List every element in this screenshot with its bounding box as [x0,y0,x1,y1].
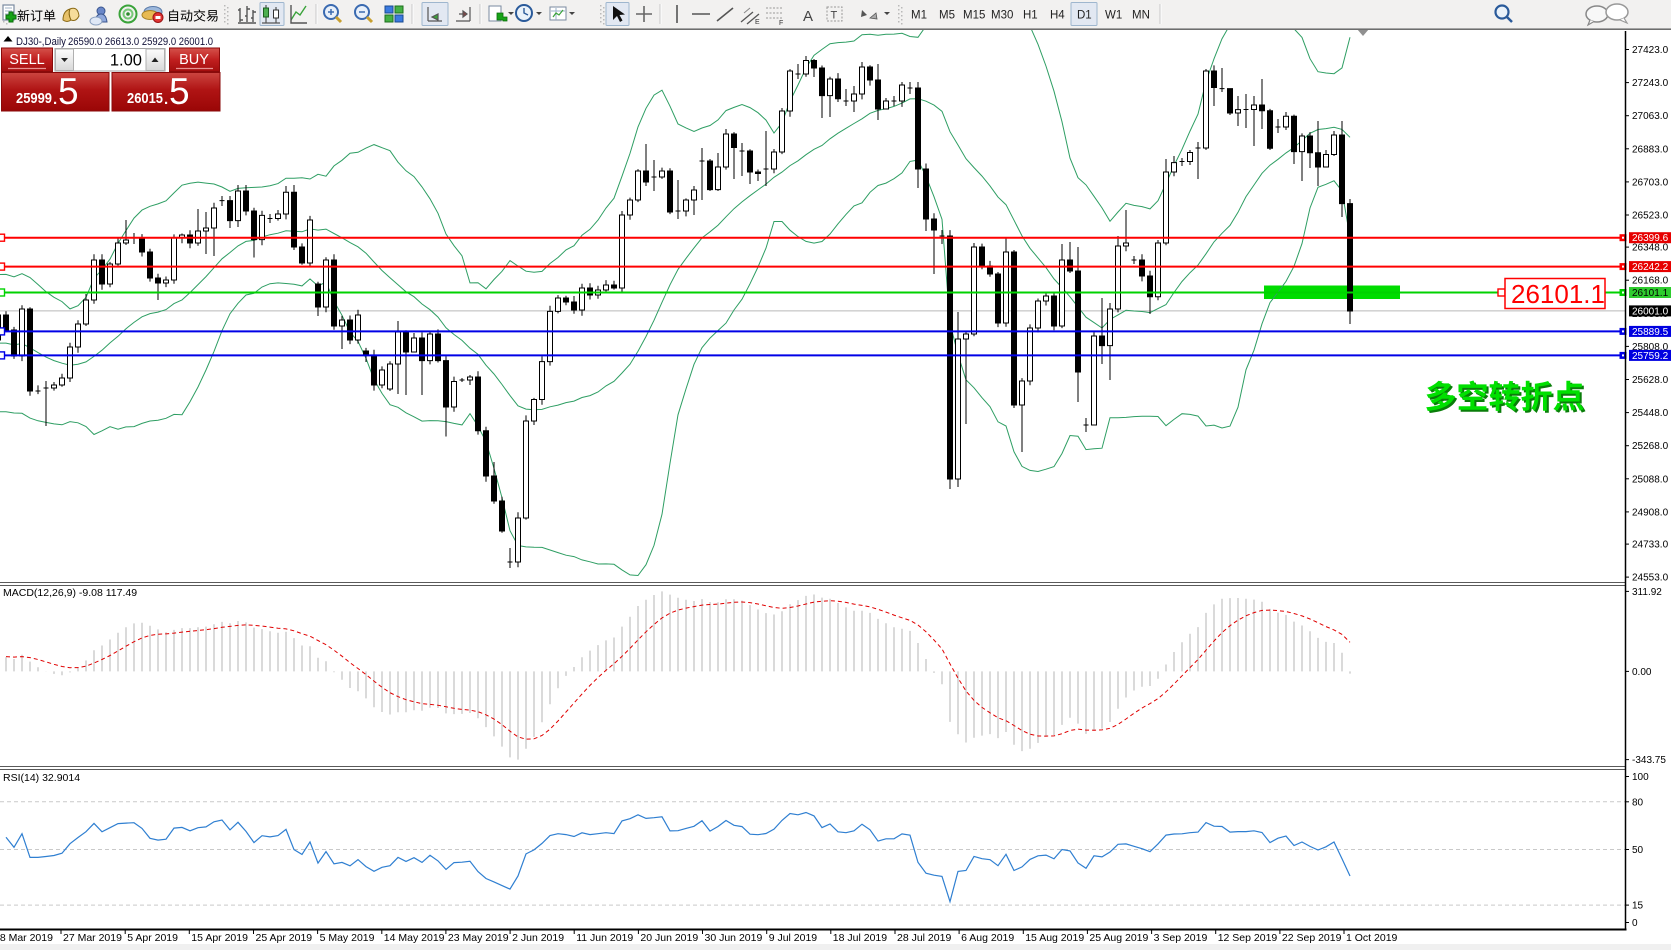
svg-text:MN: MN [1132,10,1150,22]
svg-text:80: 80 [1632,797,1644,808]
svg-text:25889.5: 25889.5 [1632,327,1669,338]
svg-text:T: T [831,10,838,22]
svg-text:26883.0: 26883.0 [1632,144,1669,155]
svg-text:28 Jul 2019: 28 Jul 2019 [897,932,951,944]
svg-text:15: 15 [1632,901,1644,912]
svg-text:25999: 25999 [16,91,52,107]
svg-text:26101.1: 26101.1 [1632,288,1669,299]
svg-text:.: . [53,91,57,108]
svg-text:9 Jul 2019: 9 Jul 2019 [769,932,818,944]
svg-text:SELL: SELL [9,52,44,68]
svg-text:50: 50 [1632,845,1644,856]
svg-text:26001.0: 26001.0 [1632,306,1669,317]
svg-text:26590.0 26613.0 25929.0 26001.: 26590.0 26613.0 25929.0 26001.0 [68,36,213,48]
svg-text:.: . [164,91,168,108]
svg-text:6 Aug 2019: 6 Aug 2019 [961,932,1014,944]
svg-text:27423.0: 27423.0 [1632,45,1669,56]
svg-text:26168.0: 26168.0 [1632,276,1669,287]
svg-text:E: E [755,19,760,26]
svg-text:11 Jun 2019: 11 Jun 2019 [576,932,633,944]
svg-text:DJ30-,Daily: DJ30-,Daily [16,36,66,48]
svg-text:15 Apr 2019: 15 Apr 2019 [191,932,248,944]
svg-text:5: 5 [169,71,190,112]
svg-text:20 Jun 2019: 20 Jun 2019 [640,932,698,944]
svg-text:M15: M15 [963,10,985,22]
svg-text:0: 0 [1632,918,1638,929]
svg-text:311.92: 311.92 [1632,587,1662,598]
svg-text:25759.2: 25759.2 [1632,351,1669,362]
svg-text:18 Jul 2019: 18 Jul 2019 [833,932,887,944]
svg-text:27063.0: 27063.0 [1632,111,1669,122]
svg-text:2 Jun 2019: 2 Jun 2019 [512,932,564,944]
svg-text:W1: W1 [1105,10,1122,22]
svg-text:5 May 2019: 5 May 2019 [320,932,375,944]
svg-text:26101.1: 26101.1 [1511,279,1605,309]
svg-text:26523.0: 26523.0 [1632,211,1669,222]
svg-text:3 Sep 2019: 3 Sep 2019 [1154,932,1208,944]
svg-text:MACD(12,26,9) -9.08 117.49: MACD(12,26,9) -9.08 117.49 [3,587,137,599]
svg-text:100: 100 [1632,772,1649,783]
svg-text:5: 5 [58,71,79,112]
svg-text:24733.0: 24733.0 [1632,540,1669,551]
svg-text:25808.0: 25808.0 [1632,342,1669,353]
svg-text:25 Apr 2019: 25 Apr 2019 [256,932,313,944]
svg-text:24908.0: 24908.0 [1632,507,1669,518]
svg-text:26242.2: 26242.2 [1632,262,1669,273]
svg-text:25448.0: 25448.0 [1632,408,1669,419]
svg-text:1 Oct 2019: 1 Oct 2019 [1346,932,1398,944]
svg-text:M5: M5 [939,10,955,22]
svg-text:26015: 26015 [127,91,163,107]
svg-text:M1: M1 [911,10,927,22]
svg-text:RSI(14) 32.9014: RSI(14) 32.9014 [3,772,80,784]
svg-text:26703.0: 26703.0 [1632,177,1669,188]
svg-text:25088.0: 25088.0 [1632,474,1669,485]
svg-text:25268.0: 25268.0 [1632,441,1669,452]
svg-text:BUY: BUY [179,52,209,68]
svg-text:27 Mar 2019: 27 Mar 2019 [63,932,122,944]
svg-text:27243.0: 27243.0 [1632,78,1669,89]
svg-text:-343.75: -343.75 [1632,755,1666,766]
svg-text:5 Apr 2019: 5 Apr 2019 [127,932,178,944]
svg-text:12 Sep 2019: 12 Sep 2019 [1218,932,1278,944]
svg-text:M30: M30 [991,10,1013,22]
svg-text:30 Jun 2019: 30 Jun 2019 [705,932,763,944]
svg-text:25628.0: 25628.0 [1632,375,1669,386]
svg-text:H4: H4 [1050,10,1065,22]
svg-text:F: F [779,20,783,27]
svg-text:1.00: 1.00 [110,52,142,70]
svg-text:15 Aug 2019: 15 Aug 2019 [1025,932,1084,944]
svg-text:H1: H1 [1023,10,1038,22]
svg-text:0.00: 0.00 [1632,667,1652,678]
svg-text:18 Mar 2019: 18 Mar 2019 [0,932,53,944]
svg-text:26399.6: 26399.6 [1632,233,1669,244]
svg-text:24553.0: 24553.0 [1632,573,1669,584]
svg-text:26348.0: 26348.0 [1632,243,1669,254]
svg-text:A: A [803,8,813,25]
svg-text:14 May 2019: 14 May 2019 [384,932,445,944]
svg-text:23 May 2019: 23 May 2019 [448,932,509,944]
svg-text:25 Aug 2019: 25 Aug 2019 [1089,932,1148,944]
svg-text:D1: D1 [1077,10,1092,22]
svg-text:22 Sep 2019: 22 Sep 2019 [1282,932,1342,944]
